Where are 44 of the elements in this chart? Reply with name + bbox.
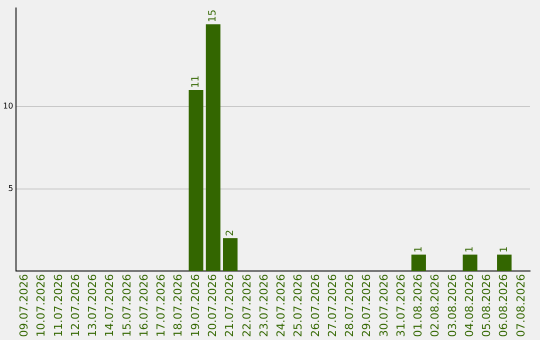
bar bbox=[206, 24, 220, 272]
x-tick-label: 23.07.2026 bbox=[257, 274, 270, 338]
data-label: 11 bbox=[190, 75, 202, 88]
x-tick-label: 18.07.2026 bbox=[172, 274, 185, 338]
bar bbox=[462, 254, 478, 272]
data-label: 2 bbox=[224, 230, 236, 236]
x-tick-label: 14.07.2026 bbox=[103, 274, 116, 338]
x-tick-label: 30.07.2026 bbox=[377, 274, 390, 338]
x-tick-label: 06.08.2026 bbox=[497, 274, 510, 338]
bar bbox=[188, 90, 204, 272]
y-tick-label: 5 bbox=[8, 184, 14, 193]
x-tick-label: 28.07.2026 bbox=[343, 274, 356, 338]
x-tick-label: 21.07.2026 bbox=[223, 274, 236, 338]
data-label: 15 bbox=[208, 10, 219, 22]
x-tick-label: 11.07.2026 bbox=[52, 274, 65, 338]
x-tick-label: 17.07.2026 bbox=[154, 274, 168, 338]
x-tick-label: 20.07.2026 bbox=[206, 274, 220, 338]
x-tick-label: 07.08.2026 bbox=[514, 274, 528, 338]
data-label: 1 bbox=[464, 246, 476, 253]
x-tick-label: 29.07.2026 bbox=[360, 274, 374, 338]
x-tick-label: 09.07.2026 bbox=[18, 274, 31, 338]
x-tick-label: 19.07.2026 bbox=[188, 274, 202, 338]
x-tick-label: 01.08.2026 bbox=[412, 274, 425, 338]
x-tick-label: 31.07.2026 bbox=[394, 274, 408, 338]
data-label: 1 bbox=[413, 246, 424, 253]
x-tick-label: 24.07.2026 bbox=[274, 274, 288, 338]
x-tick-label: 02.08.2026 bbox=[428, 274, 442, 338]
x-tick-label: 26.07.2026 bbox=[308, 274, 322, 338]
y-tick-label: 10 bbox=[2, 102, 14, 111]
x-tick-label: 25.07.2026 bbox=[292, 274, 305, 338]
x-tick-label: 13.07.2026 bbox=[86, 274, 100, 338]
x-tick-label: 27.07.2026 bbox=[326, 274, 339, 338]
bar bbox=[411, 254, 426, 272]
x-tick-label: 03.08.2026 bbox=[446, 274, 459, 338]
x-tick-label: 22.07.2026 bbox=[240, 274, 254, 338]
x-tick-label: 15.07.2026 bbox=[120, 274, 134, 338]
x-tick-label: 05.08.2026 bbox=[480, 274, 494, 338]
data-label: 1 bbox=[498, 246, 510, 253]
bar bbox=[222, 238, 238, 272]
x-tick-label: 12.07.2026 bbox=[68, 274, 82, 338]
bar bbox=[497, 254, 512, 272]
x-tick-label: 16.07.2026 bbox=[137, 274, 150, 338]
x-tick-label: 04.08.2026 bbox=[462, 274, 476, 338]
x-tick-label: 10.07.2026 bbox=[34, 274, 48, 338]
